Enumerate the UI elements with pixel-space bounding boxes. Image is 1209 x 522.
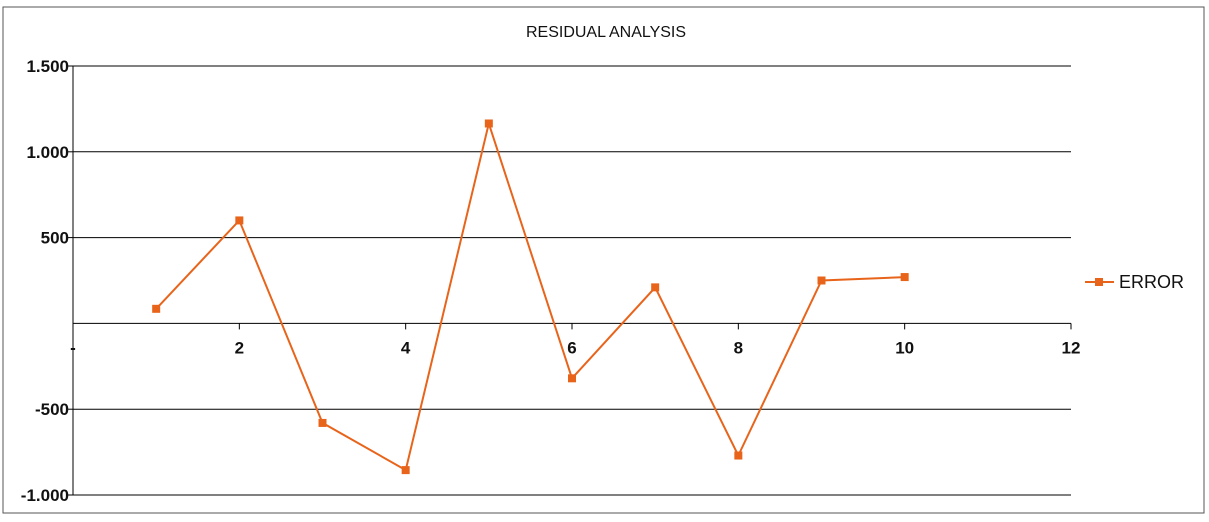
axis-layer: 1.500 1.000 500 -500 -1.000 - 2 4 6 8 10 12 — [21, 57, 1081, 505]
x-tick-label: - — [70, 338, 76, 357]
chart-frame — [2, 6, 1205, 514]
data-point — [817, 276, 826, 285]
legend: ERROR — [1085, 272, 1184, 292]
series-line — [155, 119, 905, 472]
data-point — [568, 374, 576, 383]
legend-label: ERROR — [1119, 272, 1184, 292]
x-tick-label: 2 — [235, 338, 244, 357]
x-tick-label: 6 — [567, 338, 576, 357]
data-point — [318, 418, 327, 427]
data-point — [401, 466, 410, 475]
y-tick-label: 1.500 — [26, 57, 69, 76]
data-point — [900, 273, 909, 282]
y-tick-label: 500 — [41, 229, 69, 248]
data-point — [484, 119, 493, 128]
x-tick-label: 10 — [895, 338, 914, 357]
grid-layer — [68, 65, 1071, 496]
x-tick-label: 12 — [1062, 338, 1081, 357]
data-point — [651, 283, 660, 292]
y-tick-label: 1.000 — [26, 143, 69, 162]
legend-marker — [1095, 278, 1103, 286]
x-tick-label: 8 — [734, 338, 743, 357]
x-tick-label: 4 — [401, 338, 411, 357]
chart-title: RESIDUAL ANALYSIS — [526, 24, 686, 41]
y-tick-label: -1.000 — [21, 486, 69, 505]
data-point — [152, 304, 161, 313]
data-point — [235, 216, 244, 225]
series-layer — [152, 119, 909, 475]
data-point — [734, 451, 743, 460]
y-tick-label: -500 — [35, 400, 69, 419]
